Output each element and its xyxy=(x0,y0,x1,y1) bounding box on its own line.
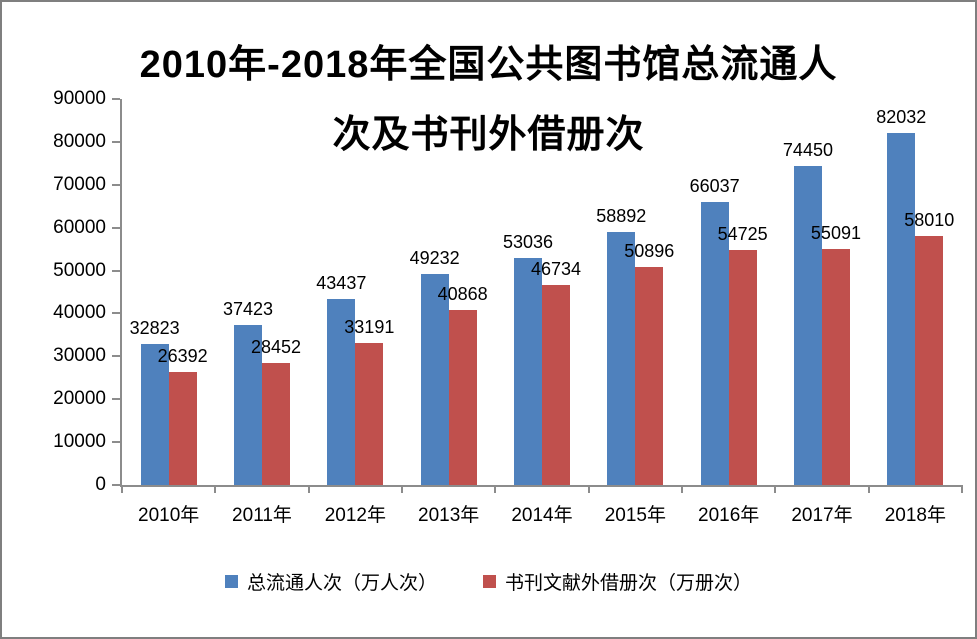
x-axis-label: 2014年 xyxy=(511,505,573,526)
x-axis-tick-mark xyxy=(494,485,497,493)
bar-circulation: 66037 xyxy=(690,176,740,485)
bar-groups: 32823 26392 37423 28452 43437 33191 49232 40868… xyxy=(122,99,962,485)
bar-lending: 26392 xyxy=(158,346,208,485)
bar-value-label: 37423 xyxy=(222,298,274,319)
bar-value-label: 49232 xyxy=(409,247,460,268)
bar-value-label: 46734 xyxy=(530,258,581,279)
bar-lending: 28452 xyxy=(251,337,301,485)
y-axis-tick-label: 40000 xyxy=(53,302,106,324)
x-axis-label: 2018年 xyxy=(884,505,946,526)
y-axis-tick-label: 50000 xyxy=(53,259,106,281)
x-axis-label: 2011年 xyxy=(232,505,292,526)
bar-group: 53036 46734 xyxy=(495,99,588,485)
x-axis-tick-mark xyxy=(587,485,590,493)
legend-swatch-blue-icon xyxy=(224,575,238,588)
bar-value-label: 43437 xyxy=(316,272,367,293)
y-axis-tick-label: 0 xyxy=(95,474,106,495)
y-axis-tick-mark xyxy=(112,226,120,229)
bar-lending: 54725 xyxy=(718,224,768,485)
bar-value-label: 74450 xyxy=(782,139,833,160)
x-axis-label: 2017年 xyxy=(791,505,853,526)
x-axis-label: 2012年 xyxy=(324,505,386,526)
y-axis-tick-mark xyxy=(112,269,120,272)
y-axis-tick-label: 20000 xyxy=(53,388,106,410)
x-axis-tick-mark xyxy=(214,485,217,493)
legend-item-lending: 书刊文献外借册次（万册次） xyxy=(483,568,752,595)
x-axis-tick-mark xyxy=(400,485,403,493)
bar-value-label: 58892 xyxy=(596,206,647,227)
bar-group: 74450 55091 xyxy=(775,99,868,485)
x-axis-tick-mark xyxy=(307,485,310,493)
y-axis-tick-mark xyxy=(112,183,120,186)
y-axis-tick-mark xyxy=(112,398,120,401)
bar-group: 32823 26392 xyxy=(122,99,215,485)
legend-swatch-red-icon xyxy=(483,575,496,588)
x-axis-label: 2016年 xyxy=(698,505,760,526)
legend-label-lending: 书刊文献外借册次（万册次） xyxy=(505,573,753,594)
chart-title-line2: 次及书刊外借册次 xyxy=(332,114,645,156)
bar-lending: 46734 xyxy=(531,259,581,485)
x-axis-label: 2015年 xyxy=(604,505,666,526)
bar-value-label: 28452 xyxy=(250,336,302,357)
bar-value-label: 66037 xyxy=(689,175,740,196)
y-axis-tick-label: 60000 xyxy=(53,216,106,238)
chart-title-line1: 2010年-2018年全国公共图书馆总流通人 xyxy=(139,44,838,86)
bar-value-label: 50896 xyxy=(624,240,675,261)
bar-group: 43437 33191 xyxy=(309,99,402,485)
bar-circulation: 49232 xyxy=(410,248,460,485)
bar-lending: 50896 xyxy=(624,241,674,485)
bar-value-label: 53036 xyxy=(502,231,553,252)
bar-value-label: 40868 xyxy=(437,283,488,304)
y-axis-tick-label: 30000 xyxy=(53,345,106,367)
bar-group: 49232 40868 xyxy=(402,99,495,485)
bar-lending: 40868 xyxy=(438,284,488,485)
chart-title: 2010年-2018年全国公共图书馆总流通人 次及书刊外借册次 xyxy=(2,30,975,170)
bar-lending: 55091 xyxy=(811,223,861,485)
x-axis-tick-mark xyxy=(680,485,683,493)
bar-value-label: 32823 xyxy=(129,318,180,339)
bar-lending: 58010 xyxy=(904,210,954,485)
y-axis-tick-mark xyxy=(112,441,120,444)
y-axis-tick-label: 10000 xyxy=(53,431,106,453)
bar-circulation: 58892 xyxy=(596,206,646,485)
y-axis-tick-mark xyxy=(112,355,120,358)
bar-value-label: 26392 xyxy=(157,345,208,366)
bar-group: 82032 58010 xyxy=(869,99,962,485)
x-axis-tick-mark xyxy=(121,485,123,493)
bar-circulation: 32823 xyxy=(130,318,180,485)
bar-value-label: 58010 xyxy=(904,210,955,231)
x-axis-tick-mark xyxy=(867,485,870,493)
bar-value-label: 54725 xyxy=(717,224,768,245)
bar-value-label: 33191 xyxy=(344,316,395,337)
bar-circulation: 43437 xyxy=(316,273,366,485)
bar-value-label: 55091 xyxy=(810,222,861,243)
bar-group: 66037 54725 xyxy=(682,99,775,485)
bar-group: 37423 28452 xyxy=(215,99,308,485)
legend-label-circulation: 总流通人次（万人次） xyxy=(246,573,437,594)
bar-circulation: 74450 xyxy=(783,140,833,485)
y-axis-tick-mark xyxy=(112,312,120,315)
x-axis-tick-mark xyxy=(774,485,777,493)
bar-circulation: 37423 xyxy=(223,299,273,485)
bar-group: 58892 50896 xyxy=(589,99,682,485)
legend: 总流通人次（万人次） 书刊文献外借册次（万册次） xyxy=(2,568,975,595)
bar-value-label: 82032 xyxy=(876,107,927,128)
x-axis-label: 2010年 xyxy=(138,505,200,526)
bar-circulation: 82032 xyxy=(876,107,926,485)
y-axis-tick-label: 70000 xyxy=(53,173,106,195)
legend-item-circulation: 总流通人次（万人次） xyxy=(224,568,437,595)
x-axis-tick-mark xyxy=(961,485,963,493)
bar-lending: 33191 xyxy=(344,317,394,485)
x-axis-label: 2013年 xyxy=(418,505,480,526)
y-axis-tick-mark xyxy=(112,484,120,486)
bar-circulation: 53036 xyxy=(503,232,553,485)
